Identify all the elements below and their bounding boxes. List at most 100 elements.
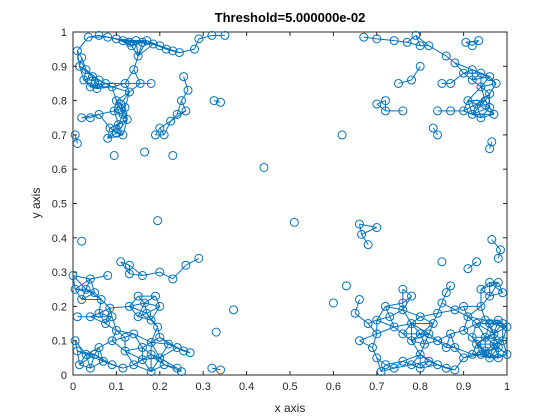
edge-line	[76, 36, 89, 52]
edge-line	[81, 113, 100, 119]
data-point	[107, 312, 117, 322]
data-point	[407, 291, 417, 301]
edge-line	[402, 323, 412, 335]
edge-line	[471, 343, 478, 355]
data-point	[357, 229, 367, 239]
data-point	[485, 277, 495, 287]
data-point	[450, 365, 460, 375]
edge-line	[354, 299, 360, 314]
edge-line	[137, 302, 146, 317]
edge-line	[116, 91, 130, 102]
data-point	[485, 102, 495, 112]
edge-line	[124, 69, 135, 84]
data-point	[153, 216, 163, 226]
data-point	[415, 349, 425, 359]
edge-line	[406, 35, 417, 43]
edge-line	[124, 350, 143, 361]
edge-line	[137, 40, 148, 57]
edge-line	[120, 91, 130, 105]
edge-line	[419, 316, 434, 324]
edge-line	[480, 72, 497, 84]
data-point	[124, 260, 134, 270]
edge-line	[213, 100, 221, 103]
edge-line	[98, 299, 102, 314]
data-point	[394, 78, 403, 88]
edge-line	[398, 79, 412, 84]
edge-line	[485, 333, 495, 338]
edge-line	[76, 50, 81, 67]
data-point	[415, 61, 425, 71]
edge-line	[476, 93, 490, 105]
data-point	[137, 343, 147, 353]
edge-line	[113, 100, 117, 111]
edge-line	[98, 110, 115, 115]
edge-line	[172, 264, 187, 280]
edge-line	[107, 132, 117, 139]
edge-line	[415, 35, 421, 46]
edge-line	[437, 302, 443, 314]
edge-line	[85, 353, 104, 362]
edge-line	[194, 38, 200, 50]
data-point	[177, 367, 186, 377]
edge-line	[450, 329, 464, 335]
data-point	[398, 305, 408, 315]
data-point	[72, 138, 82, 148]
data-point	[85, 363, 95, 373]
data-point	[155, 332, 165, 342]
data-point	[441, 288, 451, 298]
edge-line	[450, 333, 456, 348]
edge-line	[120, 261, 130, 266]
points-layer	[68, 30, 512, 377]
edge-line	[359, 333, 377, 342]
data-point	[472, 257, 482, 267]
data-point	[161, 44, 171, 54]
edge-line	[371, 347, 378, 359]
data-point	[77, 295, 87, 305]
edge-line	[493, 326, 508, 335]
edge-line	[129, 302, 145, 307]
edge-line	[133, 364, 152, 373]
edge-line	[105, 323, 117, 331]
edge-line	[454, 357, 465, 371]
data-point	[124, 87, 134, 97]
data-point	[354, 219, 364, 229]
edge-line	[463, 353, 473, 359]
edge-line	[111, 86, 117, 101]
data-point	[380, 360, 390, 370]
data-point	[90, 288, 100, 298]
edge-line	[471, 336, 486, 352]
edge-line	[129, 305, 147, 314]
x-tick-label: 0.8	[413, 381, 428, 393]
edge-line	[376, 100, 386, 105]
data-point	[350, 308, 360, 318]
edge-line	[159, 357, 178, 369]
y-ticks: 0 0.1 0.2 0.3 0.4 0.5 0.6 0.7 0.8 0.9 1	[52, 27, 507, 382]
edge-line	[376, 326, 395, 335]
edge-line	[111, 330, 117, 341]
edge-line	[463, 100, 469, 112]
data-point	[194, 253, 204, 263]
edge-line	[441, 292, 447, 304]
data-point	[398, 329, 408, 339]
y-tick-label: 0.4	[52, 233, 67, 245]
x-tick-label: 1	[504, 381, 510, 393]
edge-line	[359, 223, 377, 229]
edge-line	[98, 307, 111, 314]
edge-line	[98, 114, 111, 129]
edge-line	[463, 69, 473, 74]
y-tick-label: 1	[61, 27, 67, 39]
edge-line	[107, 127, 111, 139]
edge-line	[420, 312, 438, 318]
edge-line	[424, 333, 430, 345]
data-point	[177, 96, 186, 106]
edge-line	[463, 323, 477, 331]
edge-line	[83, 69, 87, 81]
edge-line	[129, 264, 143, 276]
data-point	[124, 301, 134, 311]
edge-line	[131, 45, 139, 57]
data-point	[129, 65, 139, 75]
edge-line	[445, 333, 452, 348]
edge-line	[489, 323, 495, 335]
edge-line	[109, 305, 130, 309]
data-point	[372, 353, 382, 363]
